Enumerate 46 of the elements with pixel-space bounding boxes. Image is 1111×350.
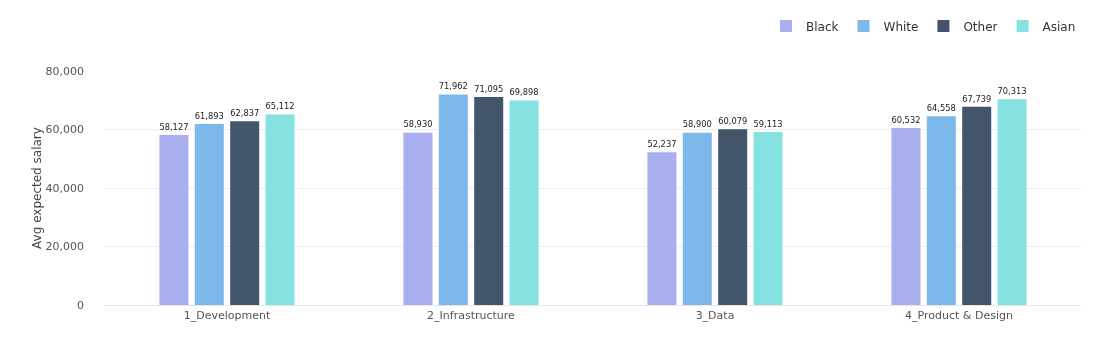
bar xyxy=(682,132,712,305)
bar xyxy=(403,132,433,305)
data-label: 65,112 xyxy=(265,101,295,112)
data-label: 69,898 xyxy=(509,87,539,98)
data-label: 70,313 xyxy=(997,86,1027,97)
y-tick-label: 20,000 xyxy=(45,240,84,254)
data-label: 58,900 xyxy=(682,119,712,130)
bar xyxy=(647,152,677,305)
bar xyxy=(194,123,224,305)
data-label: 64,558 xyxy=(926,102,956,113)
data-label: 71,095 xyxy=(474,83,504,94)
data-label: 58,127 xyxy=(159,121,189,132)
y-tick-label: 40,000 xyxy=(45,181,84,195)
bar xyxy=(230,121,260,305)
data-label: 52,237 xyxy=(647,138,677,149)
x-tick-label: 1_Development xyxy=(183,309,271,323)
y-axis-title: Avg expected salary xyxy=(29,127,44,249)
y-tick-label: 0 xyxy=(77,298,84,312)
bar xyxy=(159,134,189,305)
x-tick-label: 4_Product & Design xyxy=(905,309,1013,323)
data-label: 60,079 xyxy=(718,116,748,127)
bar xyxy=(718,129,748,305)
bar xyxy=(926,116,956,305)
legend-label: Black xyxy=(806,19,839,34)
legend-label: Asian xyxy=(1042,19,1076,34)
y-tick-label: 80,000 xyxy=(45,64,84,78)
bar xyxy=(962,106,992,305)
x-tick-label: 2_Infrastructure xyxy=(427,309,516,323)
legend-label: White xyxy=(883,19,919,34)
data-label: 61,893 xyxy=(194,110,224,121)
bar xyxy=(474,97,504,305)
bar xyxy=(997,99,1027,305)
bar xyxy=(509,100,539,305)
data-label: 59,113 xyxy=(753,118,783,129)
data-label: 71,962 xyxy=(438,81,468,92)
bar xyxy=(438,94,468,305)
bar xyxy=(265,114,295,305)
bar xyxy=(891,127,921,305)
y-tick-label: 60,000 xyxy=(45,123,84,137)
x-tick-label: 3_Data xyxy=(695,309,735,323)
data-label: 58,930 xyxy=(403,119,433,130)
data-label: 67,739 xyxy=(962,93,992,104)
legend-label: Other xyxy=(963,19,998,34)
data-label: 60,532 xyxy=(891,114,921,125)
data-label: 62,837 xyxy=(230,107,260,118)
bar xyxy=(753,132,783,305)
